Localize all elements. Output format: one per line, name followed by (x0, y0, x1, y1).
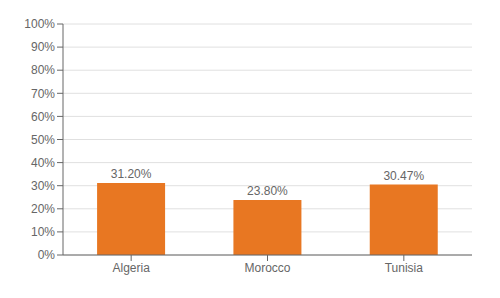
svg-text:80%: 80% (31, 63, 55, 77)
svg-text:70%: 70% (31, 87, 55, 101)
svg-text:Morocco: Morocco (244, 261, 290, 275)
svg-text:20%: 20% (31, 202, 55, 216)
svg-text:0%: 0% (38, 248, 56, 262)
svg-text:50%: 50% (31, 133, 55, 147)
svg-text:Algeria: Algeria (112, 261, 150, 275)
svg-text:30%: 30% (31, 179, 55, 193)
svg-text:30.47%: 30.47% (383, 169, 424, 183)
svg-text:90%: 90% (31, 40, 55, 54)
svg-text:60%: 60% (31, 110, 55, 124)
svg-text:31.20%: 31.20% (111, 167, 152, 181)
svg-text:10%: 10% (31, 225, 55, 239)
svg-text:23.80%: 23.80% (247, 184, 288, 198)
svg-text:40%: 40% (31, 156, 55, 170)
svg-text:Tunisia: Tunisia (385, 261, 424, 275)
svg-text:100%: 100% (24, 17, 55, 31)
